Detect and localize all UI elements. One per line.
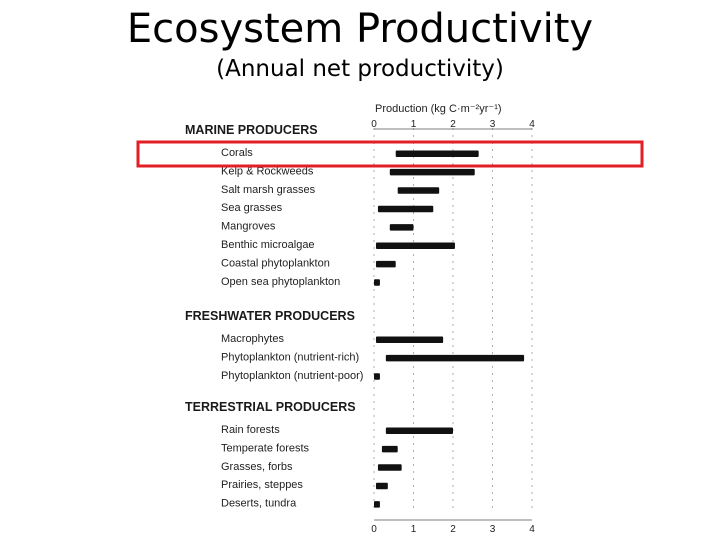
category-label: Temperate forests bbox=[221, 442, 310, 454]
label-layer: MARINE PRODUCERS Corals Kelp & Rockweeds Sa… bbox=[185, 123, 363, 510]
category-label: Macrophytes bbox=[221, 333, 284, 345]
x-tick-label-top: 3 bbox=[490, 119, 496, 130]
category-label: Phytoplankton (nutrient-poor) bbox=[221, 370, 363, 382]
range-bar bbox=[375, 336, 444, 343]
category-label: Coastal phytoplankton bbox=[221, 257, 330, 269]
category-label: Open sea phytoplankton bbox=[221, 276, 340, 288]
axis-title: Production (kg C·m⁻²yr⁻¹) bbox=[375, 103, 502, 115]
highlight-box bbox=[136, 140, 644, 168]
range-bar bbox=[375, 242, 455, 249]
x-tick-label-bottom: 0 bbox=[371, 524, 377, 535]
range-bar bbox=[374, 501, 380, 508]
x-tick-label-bottom: 1 bbox=[411, 524, 417, 535]
slide-title: Ecosystem Productivity bbox=[126, 6, 594, 52]
range-bar bbox=[377, 464, 402, 471]
category-label: Grasses, forbs bbox=[221, 461, 293, 473]
x-tick-label-bottom: 4 bbox=[529, 524, 535, 535]
x-tick-label-top: 1 bbox=[411, 119, 417, 130]
range-bar bbox=[377, 205, 434, 213]
x-tick-label-bottom: 3 bbox=[490, 524, 496, 535]
range-bar bbox=[385, 354, 525, 362]
x-tick-label-bottom: 2 bbox=[450, 524, 456, 535]
category-label: Salt marsh grasses bbox=[221, 184, 316, 196]
category-label: Prairies, steppes bbox=[221, 479, 303, 491]
range-bar bbox=[389, 168, 475, 176]
category-label: Sea grasses bbox=[221, 202, 283, 214]
highlight-layer bbox=[136, 140, 644, 168]
x-tick-label-top: 4 bbox=[529, 119, 535, 130]
range-bar bbox=[397, 187, 440, 194]
grid-layer bbox=[373, 128, 533, 510]
range-bar bbox=[375, 482, 388, 490]
slide-subtitle: (Annual net productivity) bbox=[216, 56, 504, 82]
x-tick-label-top: 0 bbox=[371, 119, 377, 130]
category-label: Rain forests bbox=[221, 424, 280, 436]
group-label: MARINE PRODUCERS bbox=[185, 123, 318, 137]
category-label: Corals bbox=[221, 147, 253, 159]
category-label: Mangroves bbox=[221, 221, 276, 233]
bar-layer bbox=[374, 150, 525, 508]
range-bar bbox=[375, 260, 396, 268]
group-label: FRESHWATER PRODUCERS bbox=[185, 309, 355, 323]
category-label: Phytoplankton (nutrient-rich) bbox=[221, 351, 359, 363]
range-bar bbox=[374, 373, 380, 380]
range-bar bbox=[374, 279, 380, 286]
category-label: Kelp & Rockweeds bbox=[221, 165, 314, 177]
range-bar bbox=[381, 445, 398, 453]
category-label: Benthic microalgae bbox=[221, 239, 315, 251]
range-bar bbox=[389, 224, 414, 231]
axis-layer: Production (kg C·m⁻²yr⁻¹) 0 0 1 1 2 2 3 3 4 4 bbox=[371, 103, 535, 535]
x-tick-label-top: 2 bbox=[450, 119, 456, 130]
range-bar bbox=[385, 427, 453, 434]
group-label: TERRESTRIAL PRODUCERS bbox=[185, 400, 356, 414]
range-bar bbox=[395, 150, 479, 157]
category-label: Deserts, tundra bbox=[221, 498, 297, 510]
